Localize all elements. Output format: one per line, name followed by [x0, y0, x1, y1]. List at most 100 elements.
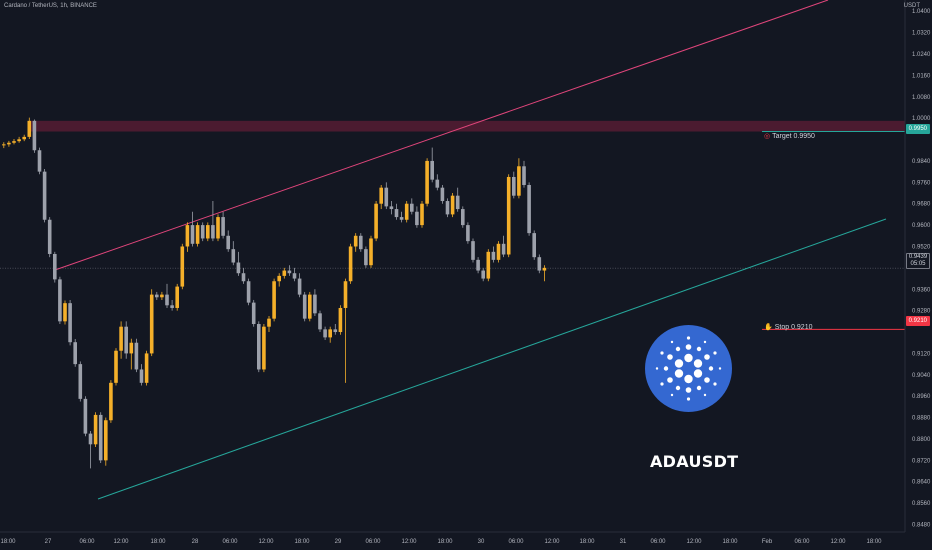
- x-tick-label: 06:00: [650, 539, 666, 545]
- candle: [537, 257, 542, 271]
- candle: [410, 203, 414, 212]
- candle: [399, 217, 404, 220]
- candle: [195, 225, 200, 244]
- candle: [144, 353, 149, 383]
- candle: [93, 414, 98, 445]
- y-tick-label: 0.9600: [912, 223, 931, 229]
- candle: [466, 225, 470, 242]
- y-tick-label: 0.8880: [912, 416, 931, 422]
- candle: [104, 420, 108, 461]
- candle: [185, 225, 190, 247]
- last-price-tag: 0.9439 05:05: [906, 253, 930, 269]
- candle: [221, 217, 225, 236]
- candle: [47, 219, 52, 254]
- x-tick-label: 06:00: [794, 539, 810, 545]
- y-tick-label: 0.9760: [912, 180, 931, 186]
- candle: [262, 326, 266, 370]
- candle: [481, 270, 485, 279]
- candle: [88, 433, 93, 445]
- x-tick-label: 12:00: [544, 539, 560, 545]
- candle: [165, 294, 169, 306]
- candle: [328, 329, 332, 338]
- candle: [241, 273, 246, 282]
- candle: [486, 251, 491, 279]
- candle: [246, 281, 251, 303]
- candle: [343, 281, 348, 308]
- candle: [22, 136, 26, 140]
- candle: [7, 142, 11, 145]
- x-tick-label: 31: [620, 539, 627, 545]
- candle: [420, 203, 424, 226]
- candle: [109, 382, 113, 421]
- y-tick-label: 0.9040: [912, 373, 931, 379]
- candle: [353, 235, 358, 247]
- bar-countdown: 05:05: [910, 261, 926, 267]
- candle: [374, 203, 378, 239]
- x-tick-label: 18:00: [722, 539, 738, 545]
- candle: [155, 294, 159, 298]
- candle: [512, 176, 516, 196]
- x-tick-label: 06:00: [365, 539, 381, 545]
- candle: [68, 303, 72, 343]
- candle: [37, 150, 42, 172]
- x-tick-label: 12:00: [113, 539, 129, 545]
- candle: [389, 206, 394, 210]
- y-tick-label: 1.0240: [912, 52, 931, 58]
- currency-label: USDT: [903, 3, 920, 9]
- y-tick-label: 0.8640: [912, 480, 931, 486]
- candle: [313, 294, 317, 314]
- upper-trendline: [54, 0, 829, 271]
- target-note: ◎ Target 0.9950: [764, 132, 815, 140]
- candle: [119, 326, 123, 351]
- candle: [78, 364, 83, 399]
- x-tick-label: 18:00: [437, 539, 453, 545]
- candle: [517, 166, 521, 196]
- stop-note: ✋ Stop 0.9210: [764, 323, 812, 331]
- y-tick-label: 0.9680: [912, 202, 931, 208]
- candle: [251, 302, 256, 325]
- candle: [359, 235, 363, 250]
- candle: [160, 294, 164, 298]
- candle: [450, 195, 455, 215]
- y-tick-label: 0.8960: [912, 394, 931, 400]
- x-tick-label: Feb: [762, 539, 773, 545]
- candle: [190, 225, 195, 244]
- candle: [491, 251, 496, 260]
- y-tick-label: 1.0320: [912, 31, 931, 37]
- candle: [236, 262, 241, 274]
- candle: [27, 120, 32, 137]
- y-tick-label: 1.0160: [912, 73, 931, 79]
- candle: [53, 253, 57, 280]
- candle: [58, 279, 62, 322]
- candle: [277, 275, 281, 282]
- x-tick-label: 29: [335, 539, 342, 545]
- y-tick-label: 0.8720: [912, 458, 931, 464]
- candle: [180, 246, 185, 287]
- y-tick-label: 0.9280: [912, 309, 931, 315]
- candle: [292, 273, 297, 279]
- candle: [532, 233, 536, 258]
- target-note-label: Target 0.9950: [772, 133, 815, 140]
- y-tick-label: 0.8800: [912, 437, 931, 443]
- x-tick-label: 18:00: [579, 539, 595, 545]
- x-tick-label: 18:00: [0, 539, 16, 545]
- candle: [272, 281, 276, 319]
- candle: [471, 241, 475, 260]
- ticker-title: ADAUSDT: [650, 452, 739, 471]
- x-tick-label: 12:00: [258, 539, 274, 545]
- x-tick-label: 18:00: [866, 539, 882, 545]
- candle: [124, 326, 128, 354]
- candle: [226, 235, 230, 250]
- candle: [129, 342, 134, 354]
- candle: [134, 342, 139, 370]
- stop-hand-icon: ✋: [764, 324, 773, 331]
- stop-price-tag: 0.9210: [905, 316, 930, 326]
- y-tick-label: 0.9120: [912, 351, 931, 357]
- x-tick-label: 06:00: [79, 539, 95, 545]
- candle: [318, 313, 322, 330]
- candle: [231, 249, 236, 263]
- candle: [206, 225, 210, 239]
- last-price-value: 0.9439: [908, 254, 928, 260]
